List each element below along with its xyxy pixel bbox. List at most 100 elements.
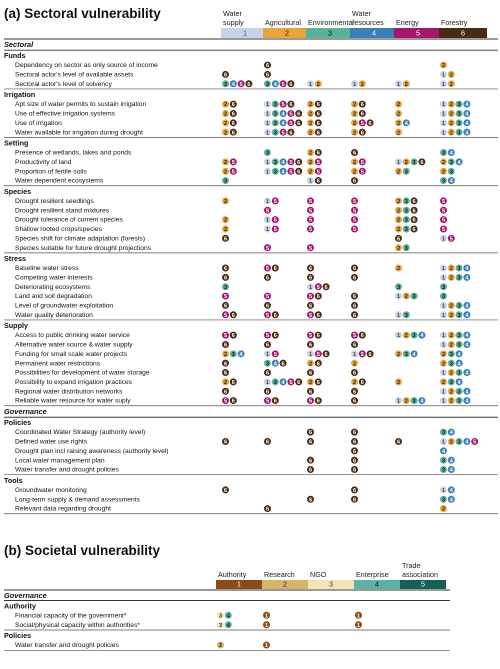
marker-dot	[355, 611, 362, 619]
marker-dot	[355, 621, 362, 629]
marker-number: 6	[361, 130, 364, 136]
marker-number: 3	[442, 285, 445, 291]
marker-dot	[264, 158, 271, 166]
marker-number: 1	[442, 236, 445, 242]
marker-number: 6	[266, 343, 269, 349]
marker-dot	[222, 301, 229, 309]
marker-number: 6	[224, 389, 227, 395]
marker-number: 2	[450, 102, 453, 108]
marker-number: 2	[442, 160, 445, 166]
section-title: Policies	[4, 631, 31, 640]
marker-number: 6	[297, 112, 300, 118]
row-label: Relevant data regarding drought	[15, 506, 111, 513]
marker-number: 3	[274, 380, 277, 386]
marker-dot	[410, 216, 418, 224]
marker-dot	[307, 244, 314, 252]
marker-dot	[279, 109, 287, 117]
marker-dot	[271, 311, 279, 319]
marker-dot	[307, 311, 314, 319]
marker-dot	[307, 359, 314, 367]
marker-dot	[307, 273, 314, 281]
marker-number: 3	[442, 151, 445, 157]
marker-dot	[222, 486, 229, 494]
marker-number: 6	[224, 266, 227, 272]
marker-number: 2	[397, 169, 400, 175]
marker-number: 6	[353, 468, 356, 474]
marker-number: 6	[353, 179, 356, 185]
marker-number: 6	[224, 304, 227, 310]
marker-number: 4	[413, 352, 417, 358]
marker-dot	[447, 466, 455, 474]
marker-dot	[287, 80, 295, 88]
marker-dot	[447, 495, 455, 503]
marker-number: 4	[282, 112, 286, 118]
marker-number: 6	[309, 371, 312, 377]
marker-dot	[455, 340, 463, 348]
marker-number: 6	[297, 169, 300, 175]
column-number: 3	[328, 29, 332, 38]
marker-dot	[271, 128, 279, 136]
marker-dot	[410, 397, 418, 405]
marker-dot	[410, 197, 418, 205]
column-number: 3	[329, 580, 333, 589]
marker-number: 6	[317, 151, 320, 157]
marker-number: 3	[224, 82, 227, 88]
marker-number: 2	[353, 361, 356, 367]
marker-number: 5	[317, 352, 320, 358]
marker-dot	[314, 109, 322, 117]
marker-dot	[222, 216, 229, 224]
marker-number: 3	[232, 352, 235, 358]
marker-number: 4	[274, 82, 278, 88]
marker-number: 3	[458, 313, 461, 319]
marker-dot	[440, 100, 447, 108]
marker-dot	[279, 167, 287, 175]
marker-number: 5	[450, 236, 453, 242]
marker-dot	[222, 128, 229, 136]
marker-dot	[222, 311, 229, 319]
row-label: Permanent water restrictions	[15, 360, 101, 367]
marker-dot	[455, 158, 463, 166]
marker-number: 2	[224, 160, 227, 166]
marker-dot	[351, 311, 358, 319]
marker-dot	[295, 378, 303, 386]
marker-number: 4	[282, 169, 286, 175]
marker-dot	[395, 100, 402, 108]
marker-number: 5	[224, 399, 227, 405]
marker-dot	[366, 119, 374, 127]
marker-dot	[307, 149, 314, 157]
marker-number: 2	[405, 160, 408, 166]
marker-dot	[455, 100, 463, 108]
marker-dot	[395, 283, 402, 291]
marker-number: 4	[450, 497, 454, 503]
marker-number: 2	[224, 352, 227, 358]
marker-dot	[440, 397, 447, 405]
section-title: Authority	[4, 601, 36, 610]
marker-dot	[307, 264, 314, 272]
marker-dot	[264, 437, 271, 445]
marker-dot	[264, 216, 271, 224]
column-number: 5	[416, 29, 420, 38]
marker-dot	[224, 611, 232, 619]
marker-number: 1	[397, 82, 400, 88]
marker-number: 6	[309, 440, 312, 446]
marker-dot	[366, 350, 374, 358]
row-label: Species suitable for future drought proj…	[15, 245, 152, 252]
marker-number: 1	[442, 343, 445, 349]
marker-number: 6	[317, 361, 320, 367]
sectoral-vulnerability-panel: (a) Sectoral vulnerability Watersupply1Ag…	[4, 6, 498, 515]
marker-number: 6	[353, 449, 356, 455]
marker-dot	[314, 177, 322, 185]
marker-dot	[447, 331, 455, 339]
marker-number: 1	[442, 266, 445, 272]
marker-number: 4	[465, 371, 469, 377]
marker-dot	[440, 359, 447, 367]
row-label: Financial capacity of the government*	[15, 612, 127, 619]
marker-dot	[222, 273, 229, 281]
marker-number: 2	[224, 112, 227, 118]
marker-number: 5	[309, 227, 312, 233]
marker-number: 3	[442, 430, 445, 436]
marker-number: 6	[353, 497, 356, 503]
marker-number: 2	[224, 380, 227, 386]
marker-dot	[351, 447, 358, 455]
marker-number: 6	[224, 361, 227, 367]
